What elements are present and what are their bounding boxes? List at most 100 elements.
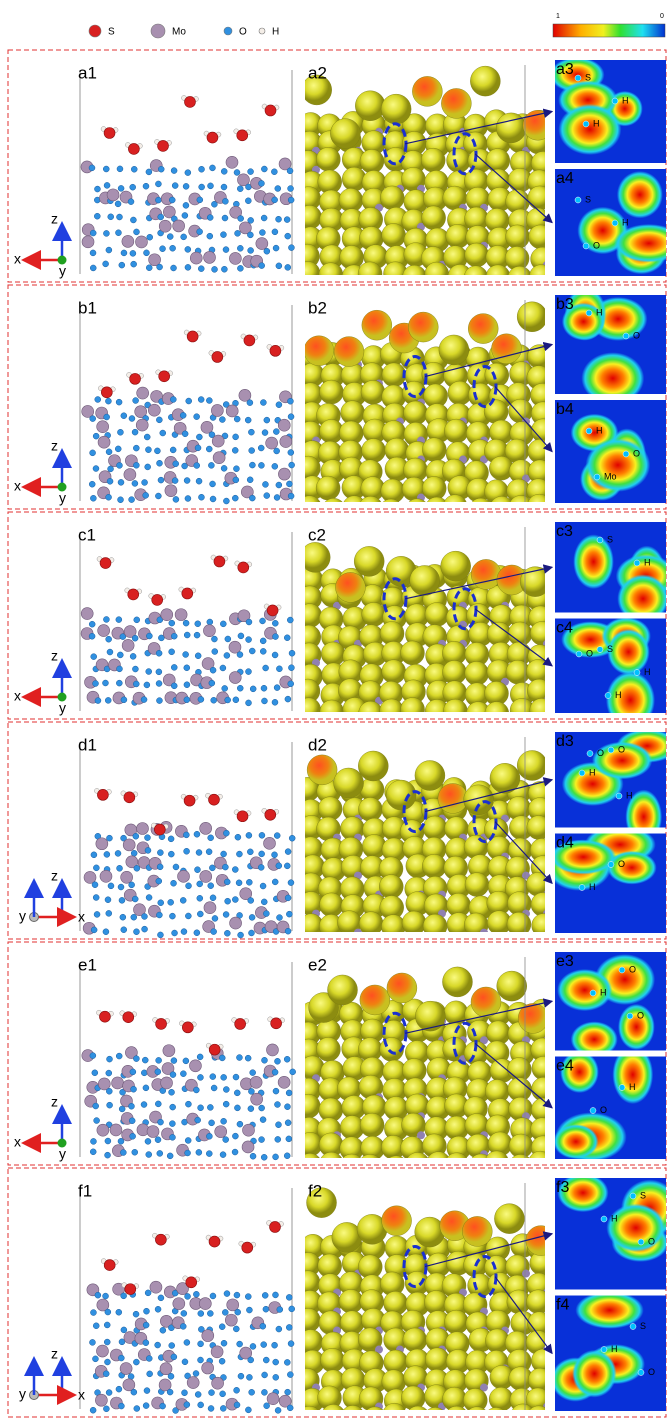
o-atom	[222, 685, 228, 691]
o-atom	[91, 927, 97, 933]
atom-site	[619, 1085, 625, 1091]
o-atom	[117, 429, 123, 435]
atom-site	[590, 990, 596, 996]
o-atom	[276, 915, 282, 921]
o-atom	[155, 1137, 161, 1143]
o-atom	[116, 1309, 122, 1315]
o-atom	[222, 1309, 228, 1315]
o-atom	[288, 245, 294, 251]
o-atom	[156, 417, 162, 423]
atom-site	[576, 651, 582, 657]
o-atom	[115, 446, 121, 452]
o-atom	[185, 264, 191, 270]
atom-label: O	[586, 648, 593, 658]
o-atom	[219, 1324, 225, 1330]
o-atom	[233, 1074, 239, 1080]
o-atom	[104, 851, 110, 857]
clip-group: d3OHHO	[555, 729, 668, 844]
s-atom	[159, 371, 170, 382]
o-atom	[130, 250, 136, 256]
o-atom	[197, 911, 203, 917]
axis-label: y	[59, 700, 66, 716]
o-atom	[208, 183, 214, 189]
mo-site	[543, 280, 551, 288]
o-atom	[132, 429, 138, 435]
atom-label: H	[611, 1213, 618, 1223]
o-atom	[107, 649, 113, 655]
clip-group: e3OHO	[555, 952, 666, 1057]
atom-label: O	[648, 1367, 655, 1377]
o-atom	[259, 851, 265, 857]
o-atom	[134, 865, 140, 871]
o-atom	[274, 833, 280, 839]
o-atom	[184, 665, 190, 671]
o-atom	[193, 1291, 199, 1297]
mo-atom	[136, 823, 148, 835]
o-atom	[169, 1134, 175, 1140]
o-atom	[211, 697, 217, 703]
atom-label: H	[644, 557, 651, 567]
o-atom	[157, 460, 163, 466]
mo-atom	[250, 1076, 262, 1088]
o-atom	[90, 1138, 96, 1144]
o-atom	[132, 896, 138, 902]
o-atom	[223, 1101, 229, 1107]
o-atom	[105, 1152, 111, 1158]
o-atom	[141, 913, 147, 919]
o-atom	[169, 1121, 175, 1127]
o-atom	[185, 1150, 191, 1156]
panel-label: b4	[556, 401, 574, 418]
o-atom	[233, 697, 239, 703]
o-atom	[249, 1389, 255, 1395]
panel-label: e4	[556, 1058, 574, 1075]
o-atom	[288, 186, 294, 192]
o-atom	[235, 1309, 241, 1315]
density-ball	[462, 1216, 492, 1246]
o-atom	[185, 1101, 191, 1107]
density-ball	[465, 661, 489, 685]
o-atom	[143, 1308, 149, 1314]
density-ball	[442, 967, 472, 997]
o-atom	[288, 665, 294, 671]
density-ball	[469, 498, 493, 522]
mo-atom	[97, 421, 109, 433]
o-atom	[275, 1407, 281, 1413]
s-atom	[124, 792, 135, 803]
mo-atom	[97, 1124, 109, 1136]
o-atom	[92, 1070, 98, 1076]
map-blob	[575, 1292, 643, 1329]
o-atom	[273, 1374, 279, 1380]
atom-site	[608, 862, 614, 868]
o-atom	[274, 685, 280, 691]
density-ball	[403, 1328, 427, 1352]
mo-site	[480, 280, 488, 288]
s-atom	[207, 132, 218, 143]
mo-atom	[187, 1377, 199, 1389]
o-atom	[157, 850, 163, 856]
o-atom	[284, 1056, 290, 1062]
density-ball	[319, 263, 343, 287]
axis-label: z	[51, 438, 58, 454]
density-ball	[358, 797, 382, 821]
o-atom	[169, 649, 175, 655]
o-atom	[116, 462, 122, 468]
o-atom	[209, 1120, 215, 1126]
o-atom	[236, 1055, 242, 1061]
density-ball	[490, 496, 514, 520]
o-atom	[249, 648, 255, 654]
o-atom	[169, 913, 175, 919]
clip-group	[295, 1183, 556, 1423]
mo-atom	[81, 608, 93, 620]
o-atom	[264, 248, 270, 254]
s-atom	[214, 556, 225, 567]
atom-label: H	[600, 987, 607, 997]
o-atom	[121, 413, 127, 419]
mo-atom	[243, 1124, 255, 1136]
o-atom	[284, 635, 290, 641]
atom-site	[590, 1108, 596, 1114]
density-ball	[298, 205, 322, 229]
o-atom	[222, 864, 228, 870]
o-atom	[220, 1391, 226, 1397]
clip-group: e4HO	[553, 1045, 666, 1161]
mo-atom	[229, 252, 241, 264]
